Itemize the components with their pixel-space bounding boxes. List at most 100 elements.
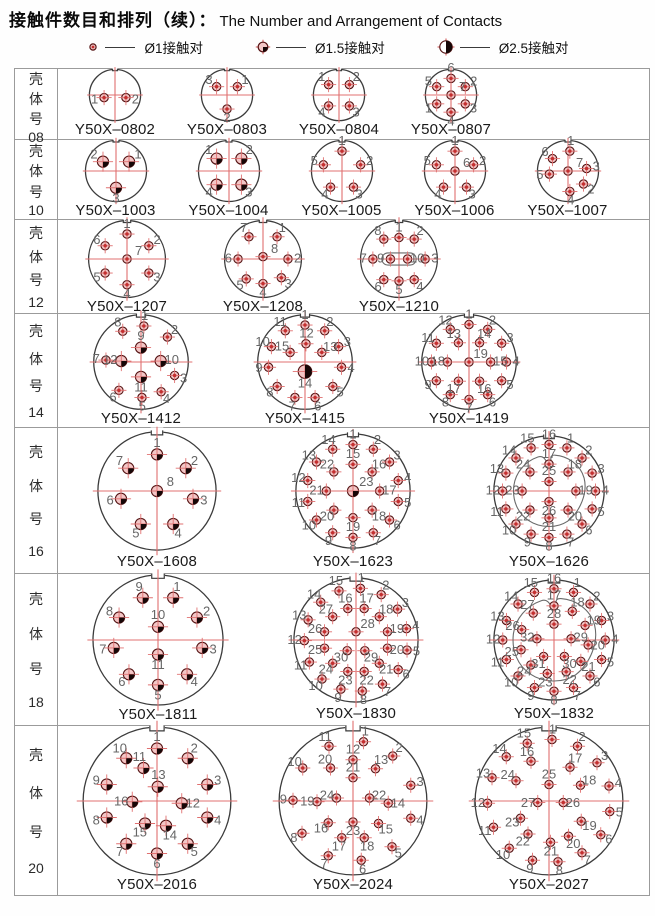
contact-3: 3 <box>403 774 424 793</box>
shell-row-08: 壳体号0812Y50X–0802312Y50X–08031234Y50X–080… <box>15 60 649 145</box>
connector-diagram: 12 <box>87 67 143 123</box>
contact-number: 7 <box>567 534 574 549</box>
shell-label-char: 壳 <box>29 746 43 763</box>
contact-number: 15 <box>133 825 147 840</box>
contact-11: 11 <box>421 330 444 351</box>
contact-number: 26 <box>505 618 519 633</box>
contact-18: 18 <box>364 502 386 523</box>
contact-27: 27 <box>319 601 341 624</box>
contact-7: 7 <box>119 243 142 267</box>
contact-number: 21 <box>379 661 393 676</box>
contact-number: 12 <box>186 796 200 811</box>
contact-25: 25 <box>308 640 333 657</box>
contact-number: 16 <box>542 426 556 441</box>
model-label: Y50X–2027 <box>508 876 590 893</box>
shell-label-char: 壳 <box>29 225 43 242</box>
contact-14: 14 <box>321 431 341 457</box>
contact-number: 7 <box>360 250 367 265</box>
contact-1: 1 <box>269 220 286 245</box>
contact-number: 11 <box>478 823 491 838</box>
shell-header-10: 壳体号 10 <box>15 140 58 219</box>
contact-4: 4 <box>153 384 170 406</box>
contact-number: 30 <box>334 649 348 664</box>
contact-number: 25 <box>505 643 519 658</box>
contact-9: 9 <box>93 772 117 795</box>
contact-number: 3 <box>214 772 221 787</box>
connector-figure: 12 <box>87 67 143 123</box>
contact-1: 1 <box>146 434 168 464</box>
connector-cells: 12345678Y50X–160812345678910111213141516… <box>58 426 649 573</box>
connector-cell: 1 2 3 4 5 Y50X–1005 <box>285 133 398 219</box>
shell-row-16: 壳体号1612345678Y50X–1608123456789101112131… <box>15 426 649 573</box>
contact-number: 6 <box>153 856 160 871</box>
contact-16: 16 <box>338 590 356 616</box>
contact-number: 17 <box>568 750 582 765</box>
shell-header-16: 壳体号 16 <box>15 428 58 573</box>
contact-23: 23 <box>342 474 374 501</box>
connector-cell: 12345678910111316121514Y50X–2016 <box>59 720 255 895</box>
contact-number: 8 <box>167 474 174 489</box>
contact-2: 2 <box>373 577 390 602</box>
contact-2: 2 <box>575 176 594 197</box>
contact-number: 7 <box>135 243 142 258</box>
contact-number: 1 <box>153 729 160 744</box>
contact-number: 20 <box>566 836 580 851</box>
contact-number: 4 <box>602 482 609 497</box>
shell-label-char: 体 <box>29 626 43 642</box>
contact-number: 19 <box>587 612 601 627</box>
contact-16: 16 <box>541 426 557 452</box>
contact-number: 18 <box>379 601 393 616</box>
contact-13: 13 <box>367 752 388 777</box>
contact-4: 4 <box>255 276 271 300</box>
contact-5: 5 <box>134 389 150 414</box>
model-label: Y50X–1412 <box>100 410 182 427</box>
contact-number: 1 <box>358 570 365 585</box>
contact-number: 10 <box>496 847 510 862</box>
contact-6: 6 <box>307 389 323 413</box>
contact-7: 7 <box>93 351 114 368</box>
connector-cells: 1234567Y50X–120712345678Y50X–12081234567… <box>58 216 649 315</box>
contact-8: 8 <box>290 825 310 845</box>
contact-number: 5 <box>139 399 146 414</box>
contact-number: 19 <box>300 793 314 808</box>
connector-cell: 12345678 9 10 Y50X–1210 <box>331 217 467 315</box>
contact-4: 4 <box>205 174 227 199</box>
contact-30: 30 <box>556 648 577 671</box>
contact-9: 9 <box>132 579 153 608</box>
contact-8: 8 <box>93 807 117 828</box>
connector-cell: 1234567891011121314151617181920212223242… <box>257 570 455 725</box>
contact-7: 7 <box>99 637 124 658</box>
contact-3: 3 <box>390 594 409 617</box>
shell-label-char: 号 <box>29 272 43 289</box>
connector-figure: 12345678 9 10 <box>357 217 441 301</box>
contact-3: 3 <box>589 748 608 771</box>
contact-7: 7 <box>374 676 391 698</box>
model-label: Y50X–0802 <box>74 121 156 138</box>
contact-29: 29 <box>357 642 378 664</box>
contact-22: 22 <box>516 501 538 523</box>
connector-figure: 123456789101112131514 <box>253 307 357 414</box>
contact-number: 13 <box>151 767 165 782</box>
contact-number: 6 <box>489 394 496 409</box>
contact-6: 6 <box>146 843 168 871</box>
shell-number: 10 <box>28 202 44 219</box>
contact-4: 4 <box>561 183 577 208</box>
contact-number: 1 <box>349 426 356 441</box>
shell-header-12: 壳体号 12 <box>15 220 58 313</box>
contact-number: 7 <box>116 844 123 859</box>
contact-number: 13 <box>302 447 316 462</box>
connector-cell: 1 2 3 4 Y50X–1004 <box>172 137 285 219</box>
connector-figure: 3 1 2 <box>199 67 255 125</box>
contact-3: 3 <box>381 447 401 470</box>
shell-number: 08 <box>28 129 44 145</box>
connector-figure: 1234567891011121314151617181920212223242… <box>486 426 609 553</box>
shell-row-20: 壳体号2012345678910111316121514Y50X–2016123… <box>15 720 649 895</box>
contact-number: 18 <box>430 353 444 368</box>
contact-number: 19 <box>346 518 360 533</box>
contact-13: 13 <box>490 460 514 481</box>
contact-dia-1_5-icon <box>255 39 271 55</box>
model-label: Y50X–1811 <box>118 706 198 723</box>
contact-number: 1 <box>279 220 286 235</box>
contact-number: 14 <box>477 326 491 341</box>
